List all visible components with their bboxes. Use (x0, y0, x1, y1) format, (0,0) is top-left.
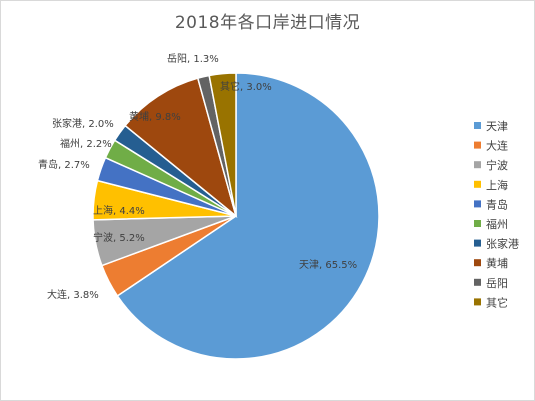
legend-swatch-8 (474, 278, 481, 286)
legend-swatch-6 (474, 239, 481, 247)
legend-label-8: 岳阳 (486, 277, 508, 290)
data-label-3: 上海, 4.4% (93, 204, 145, 217)
legend-swatch-3 (474, 180, 481, 188)
legend-label-6: 张家港 (486, 237, 519, 251)
data-label-2: 宁波, 5.2% (93, 231, 145, 244)
chart-title: 2018年各口岸进口情况 (174, 13, 361, 33)
legend-swatch-5 (474, 220, 481, 227)
data-label-0: 天津, 65.5% (299, 259, 357, 271)
legend-label-3: 上海 (486, 178, 508, 192)
legend-swatch-9 (474, 298, 481, 306)
data-label-4: 青岛, 2.7% (38, 158, 90, 171)
legend-swatch-0 (474, 122, 481, 129)
legend-swatch-4 (474, 200, 481, 208)
data-label-8: 岳阳, 1.3% (167, 53, 219, 65)
pie-slice-0 (116, 72, 380, 360)
legend-swatch-2 (474, 161, 481, 169)
legend-swatch-1 (474, 141, 481, 149)
pie-slice-9 (208, 72, 237, 217)
legend-label-2: 宁波 (486, 158, 508, 172)
data-label-1: 大连, 3.8% (47, 288, 99, 301)
data-label-7: 黄埔, 9.8% (129, 110, 181, 123)
legend-label-4: 青岛 (486, 197, 508, 211)
data-label-6: 张家港, 2.0% (52, 117, 114, 130)
legend-label-7: 黄埔 (486, 256, 508, 270)
legend-label-5: 福州 (486, 217, 508, 231)
data-label-9: 其它, 3.0% (220, 80, 272, 93)
legend-swatch-7 (474, 259, 481, 267)
legend-label-9: 其它 (486, 295, 508, 309)
legend-label-0: 天津 (486, 120, 508, 133)
legend-label-1: 大连 (486, 139, 508, 153)
pie-slice-7 (124, 77, 238, 219)
data-label-5: 福州, 2.2% (60, 137, 112, 150)
